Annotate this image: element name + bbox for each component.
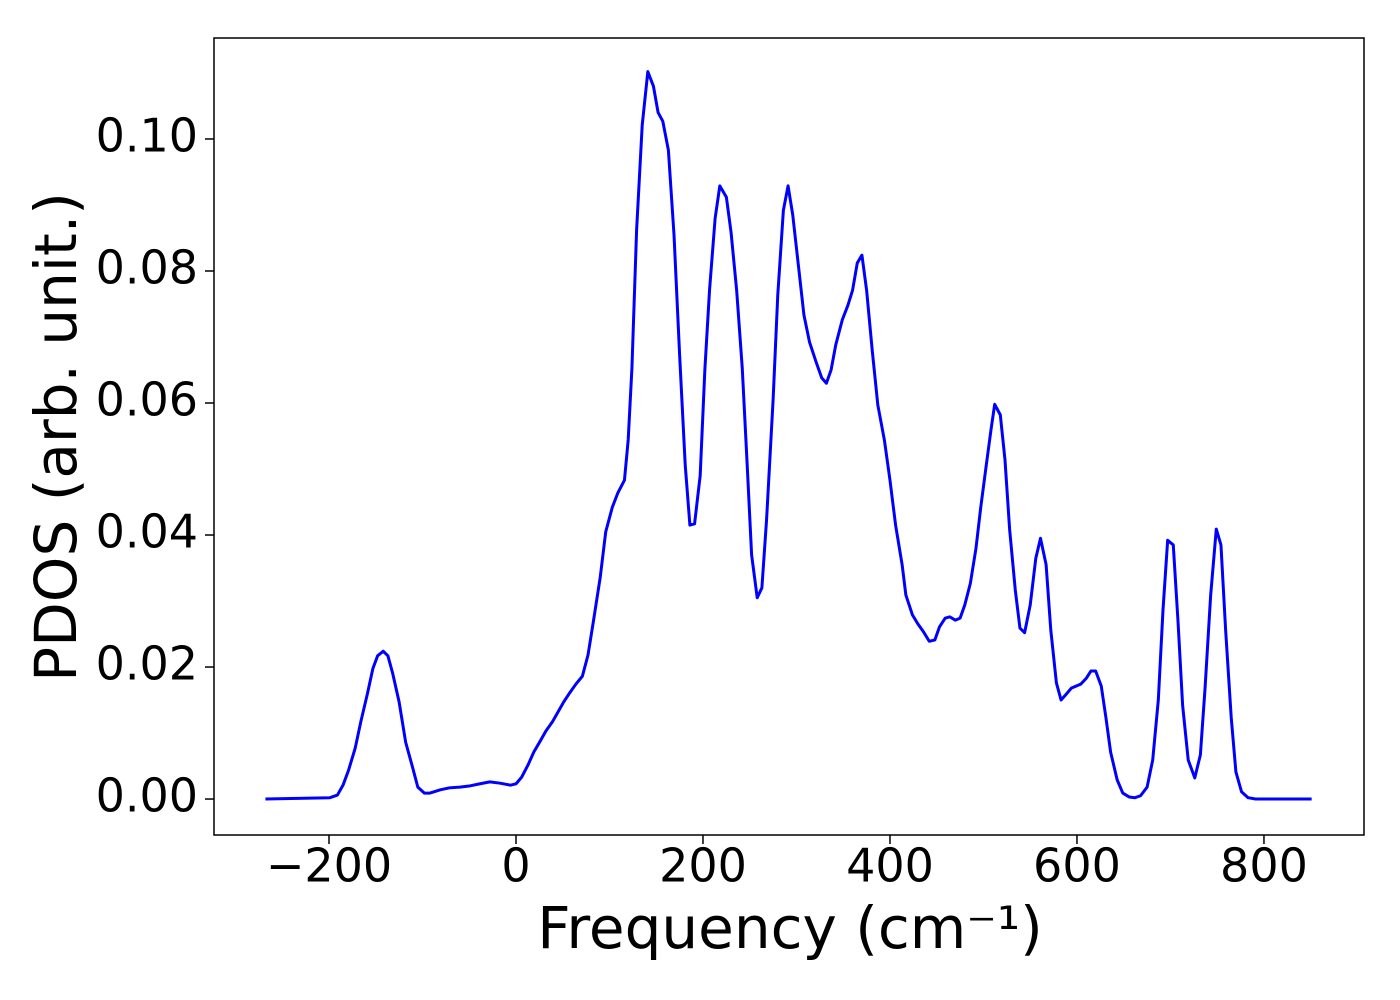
y-tick-label: 0.00 <box>96 769 198 823</box>
x-tick-label: 800 <box>1220 839 1308 893</box>
y-axis-label: PDOS (arb. unit.) <box>22 192 90 682</box>
x-tick-label: 200 <box>659 839 747 893</box>
data-line <box>265 70 1312 801</box>
x-tick-label: 400 <box>846 839 934 893</box>
y-tick-label: 0.02 <box>96 637 198 691</box>
x-tick-label: 600 <box>1033 839 1121 893</box>
y-tick-label: 0.06 <box>96 373 198 427</box>
plot-frame <box>213 37 1365 836</box>
x-tick-label: 0 <box>501 839 530 893</box>
y-tick-label: 0.04 <box>96 505 198 559</box>
x-axis-label: Frequency (cm⁻¹) <box>537 894 1043 962</box>
x-tick-label: −200 <box>266 839 392 893</box>
y-tick-label: 0.08 <box>96 240 198 294</box>
y-tick-label: 0.10 <box>96 108 198 162</box>
